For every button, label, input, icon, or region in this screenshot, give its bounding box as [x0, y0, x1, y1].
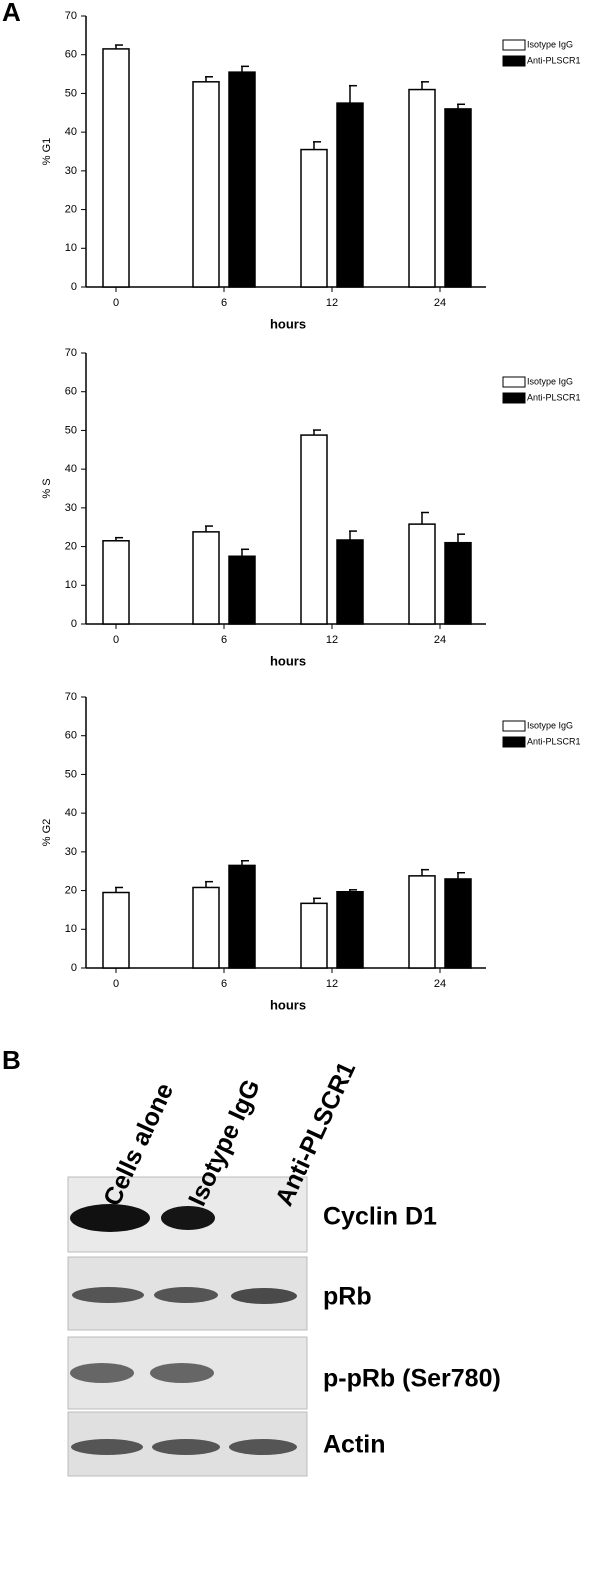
x-tick-label: 24 — [434, 978, 446, 990]
bar — [300, 902, 328, 969]
x-axis-label: hours — [270, 653, 306, 668]
y-tick-label: 60 — [65, 730, 77, 742]
legend-swatch — [502, 376, 526, 388]
y-axis-label: % S — [41, 478, 53, 498]
panel-label: B — [2, 1045, 21, 1075]
legend-label: Isotype IgG — [527, 376, 573, 386]
x-tick-label: 6 — [221, 297, 227, 309]
band — [71, 1439, 143, 1455]
x-tick-label: 6 — [221, 978, 227, 990]
y-tick-label: 40 — [65, 126, 77, 138]
panel-label: A — [2, 0, 21, 27]
bar — [408, 875, 436, 969]
legend-swatch — [502, 39, 526, 51]
y-tick-label: 60 — [65, 386, 77, 398]
legend-label: Isotype IgG — [527, 39, 573, 49]
bar — [102, 540, 130, 625]
y-tick-label: 30 — [65, 846, 77, 858]
y-tick-label: 20 — [65, 203, 77, 215]
y-tick-label: 70 — [65, 347, 77, 359]
y-tick-label: 10 — [65, 923, 77, 935]
bar — [444, 541, 472, 625]
legend-swatch — [502, 720, 526, 732]
y-tick-label: 0 — [71, 618, 77, 630]
x-tick-label: 12 — [326, 634, 338, 646]
legend-label: Anti-PLSCR1 — [527, 736, 581, 746]
legend-label: Anti-PLSCR1 — [527, 55, 581, 65]
y-tick-label: 70 — [65, 10, 77, 22]
y-tick-label: 30 — [65, 502, 77, 514]
y-tick-label: 50 — [65, 87, 77, 99]
band — [152, 1439, 220, 1455]
y-tick-label: 10 — [65, 242, 77, 254]
bar — [228, 864, 256, 969]
x-tick-label: 24 — [434, 297, 446, 309]
y-tick-label: 10 — [65, 579, 77, 591]
x-tick-label: 6 — [221, 634, 227, 646]
y-axis-label: % G1 — [41, 138, 53, 166]
x-tick-label: 0 — [113, 634, 119, 646]
x-tick-label: 12 — [326, 978, 338, 990]
bar — [408, 88, 436, 288]
y-tick-label: 30 — [65, 165, 77, 177]
y-tick-label: 0 — [71, 281, 77, 293]
row-label: Cyclin D1 — [323, 1203, 437, 1231]
bar — [102, 48, 130, 288]
bar — [228, 71, 256, 288]
y-tick-label: 0 — [71, 962, 77, 974]
lane-label: Anti-PLSCR1 — [270, 1057, 361, 1210]
band — [70, 1363, 134, 1383]
y-axis-label: % G2 — [41, 819, 53, 847]
band — [154, 1287, 218, 1303]
bar — [336, 102, 364, 288]
band — [229, 1439, 297, 1455]
band — [161, 1206, 215, 1230]
band — [231, 1288, 297, 1304]
blot — [67, 1176, 308, 1477]
legend-swatch — [502, 736, 526, 748]
x-axis-label: hours — [270, 316, 306, 331]
bar — [102, 891, 130, 969]
y-tick-label: 20 — [65, 884, 77, 896]
row-label: p-pRb (Ser780) — [323, 1365, 501, 1393]
band — [70, 1204, 150, 1232]
bar — [192, 531, 220, 625]
y-tick-label: 60 — [65, 49, 77, 61]
bar — [336, 539, 364, 625]
bar — [192, 81, 220, 288]
bar — [228, 555, 256, 625]
bar — [192, 886, 220, 969]
x-tick-label: 24 — [434, 634, 446, 646]
legend-label: Isotype IgG — [527, 720, 573, 730]
x-tick-label: 12 — [326, 297, 338, 309]
y-tick-label: 40 — [65, 463, 77, 475]
bar — [336, 890, 364, 969]
y-tick-label: 50 — [65, 424, 77, 436]
x-tick-label: 0 — [113, 297, 119, 309]
x-axis-label: hours — [270, 997, 306, 1012]
bar — [300, 148, 328, 288]
legend-label: Anti-PLSCR1 — [527, 392, 581, 402]
y-tick-label: 70 — [65, 691, 77, 703]
bar — [300, 434, 328, 625]
x-tick-label: 0 — [113, 978, 119, 990]
bar — [444, 878, 472, 969]
legend-swatch — [502, 392, 526, 404]
band — [72, 1287, 144, 1303]
row-label: pRb — [323, 1283, 372, 1311]
bar — [444, 108, 472, 288]
row-label: Actin — [323, 1431, 386, 1459]
band — [150, 1363, 214, 1383]
y-tick-label: 20 — [65, 540, 77, 552]
bar — [408, 523, 436, 625]
y-tick-label: 40 — [65, 807, 77, 819]
legend-swatch — [502, 55, 526, 67]
y-tick-label: 50 — [65, 768, 77, 780]
